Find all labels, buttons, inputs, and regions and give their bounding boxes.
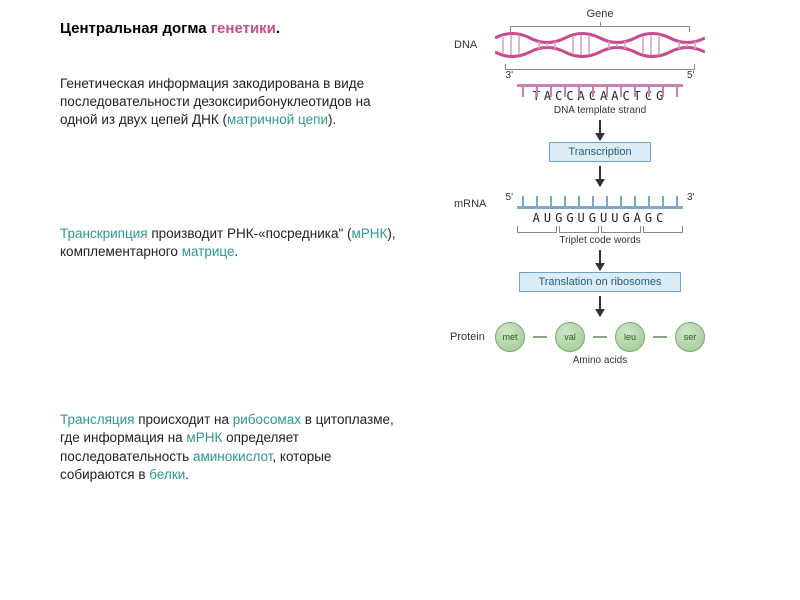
para2-mid: производит РНК-«посредника" ( (148, 226, 352, 241)
text-column: Центральная догма генетики. Генетическая… (0, 0, 420, 600)
triplet-caption: Triplet code words (559, 235, 640, 246)
spacer (60, 140, 400, 225)
para3-teal4: аминокислот (193, 449, 272, 464)
para2-teal2: мРНК (352, 226, 388, 241)
para2-post: . (235, 244, 239, 259)
para2-teal3: матрице (182, 244, 235, 259)
five-prime-label: 5' (687, 70, 694, 81)
arrow-down-icon (599, 250, 601, 270)
mrna-sequence: AUGGUGUUGAGC (533, 211, 668, 225)
protein-side-label: Protein (450, 331, 485, 343)
para3-teal2: рибосомах (233, 412, 301, 427)
para2-teal1: Транскрипция (60, 226, 148, 241)
translation-stage: Translation on ribosomes (519, 272, 680, 292)
dna-side-label: DNA (454, 39, 477, 51)
mrna-bases-row: 5' 3' (502, 192, 699, 209)
arrow-down-icon (599, 296, 601, 316)
arrow-down-icon (599, 120, 601, 140)
peptide-bond-icon (533, 336, 547, 338)
transcription-stage: Transcription (549, 142, 650, 162)
gene-bracket (510, 22, 690, 32)
amino-acids-caption: Amino acids (573, 355, 627, 366)
title-prefix: Центральная догма (60, 20, 211, 37)
three-prime-label: 3' (506, 70, 513, 81)
peptide-bond-icon (593, 336, 607, 338)
para3-teal3: мРНК (186, 430, 222, 445)
three-prime-label: 3' (687, 192, 694, 203)
spacer (60, 271, 400, 411)
amino-acid: leu (615, 322, 645, 352)
dna-template-block: 3' 5' TACCACAACTCG DNA template strand (502, 62, 699, 116)
diagram-column: Gene DNA 3' 5' (420, 0, 800, 600)
amino-acid: met (495, 322, 525, 352)
paragraph-transcription: Транскрипция производит РНК-«посредника"… (60, 225, 400, 261)
para1-teal: матричной цепи (227, 112, 328, 127)
mrna-block: mRNA 5' 3' AUGGUGUUGAGC Triplet code wor… (450, 192, 750, 246)
mrna-side-label: mRNA (454, 198, 486, 210)
title-highlight: генетики (211, 20, 276, 37)
dna-bases-row: 3' 5' (502, 70, 699, 87)
dna-helix-icon (495, 32, 705, 58)
para3-teal5: белки (149, 467, 185, 482)
gene-label: Gene (587, 8, 614, 20)
paragraph-dna: Генетическая информация закодирована в в… (60, 75, 400, 130)
para3-post: . (185, 467, 189, 482)
arrow-down-icon (599, 166, 601, 186)
peptide-bond-icon (653, 336, 667, 338)
dna-ticks (517, 84, 683, 87)
para3-teal1: Трансляция (60, 412, 134, 427)
title-suffix: . (276, 20, 280, 37)
triplet-brackets (517, 226, 683, 233)
strand-bracket (505, 62, 695, 70)
para3-mid1: происходит на (134, 412, 232, 427)
dna-template-caption: DNA template strand (554, 105, 646, 116)
page-title: Центральная догма генетики. (60, 20, 400, 37)
paragraph-translation: Трансляция происходит на рибосомах в цит… (60, 411, 400, 484)
mrna-ticks (517, 196, 683, 209)
amino-acid: ser (675, 322, 705, 352)
five-prime-label: 5' (506, 192, 513, 203)
protein-row: Protein met val leu ser (450, 322, 750, 352)
para1-post: ). (328, 112, 336, 127)
dna-helix-row: DNA (450, 32, 750, 58)
amino-acid: val (555, 322, 585, 352)
